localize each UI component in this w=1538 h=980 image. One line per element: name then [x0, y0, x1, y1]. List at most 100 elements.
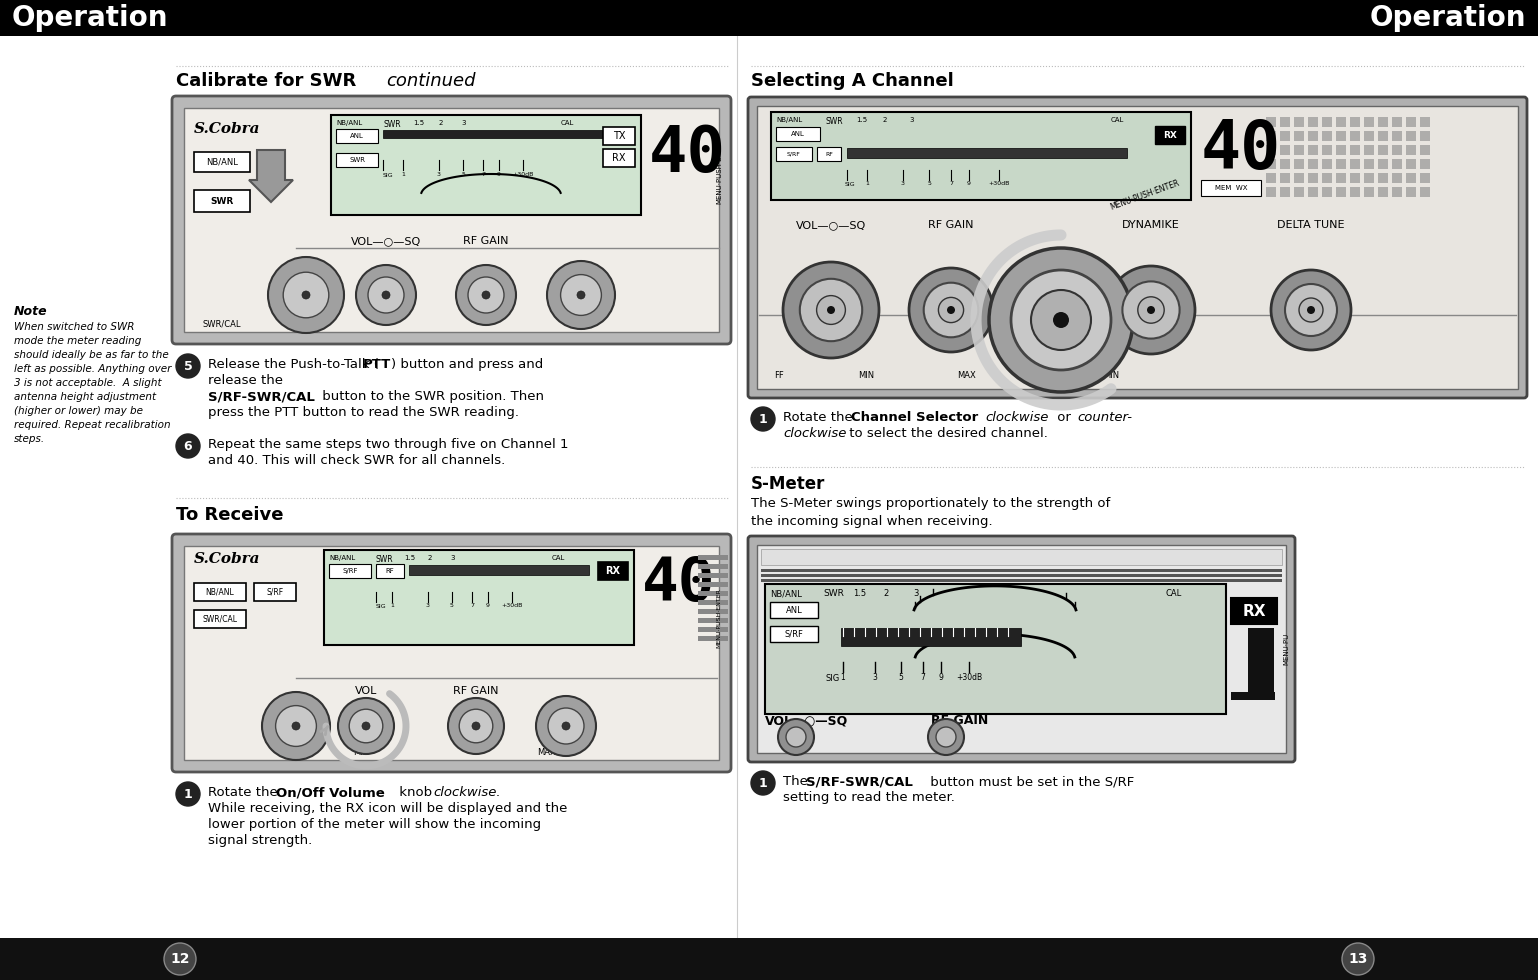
- Bar: [1337, 173, 1346, 183]
- Text: RF GAIN: RF GAIN: [930, 714, 989, 727]
- Bar: [1392, 131, 1403, 141]
- Text: 3: 3: [426, 603, 431, 608]
- Circle shape: [165, 943, 195, 975]
- Text: SWR: SWR: [823, 589, 844, 598]
- Bar: [1364, 187, 1373, 197]
- Text: Operation: Operation: [1369, 4, 1526, 32]
- Text: SWR/CAL: SWR/CAL: [203, 614, 237, 623]
- Text: NB/ANL: NB/ANL: [771, 589, 801, 598]
- Text: 9: 9: [967, 181, 970, 186]
- Text: MENU·PUSH·E: MENU·PUSH·E: [717, 156, 721, 204]
- Text: Selecting A Channel: Selecting A Channel: [751, 72, 954, 90]
- Text: +30dB: +30dB: [512, 172, 534, 177]
- Bar: [1420, 173, 1430, 183]
- Circle shape: [1147, 306, 1155, 314]
- Text: and 40. This will check SWR for all channels.: and 40. This will check SWR for all chan…: [208, 454, 506, 467]
- Bar: [0, 938, 1538, 980]
- Circle shape: [751, 771, 775, 795]
- Text: MAX: MAX: [957, 370, 975, 379]
- Text: 3: 3: [914, 589, 918, 598]
- Bar: [1406, 117, 1416, 127]
- Circle shape: [1107, 266, 1195, 354]
- Text: +30dB: +30dB: [501, 603, 523, 608]
- Bar: [1378, 173, 1387, 183]
- Text: 3: 3: [872, 673, 878, 682]
- Text: 1: 1: [758, 776, 767, 790]
- Text: RX: RX: [1243, 604, 1266, 618]
- Text: OFF: OFF: [278, 748, 294, 757]
- Text: 2: 2: [883, 117, 887, 123]
- Circle shape: [537, 696, 597, 756]
- Circle shape: [909, 268, 994, 352]
- Bar: [1406, 187, 1416, 197]
- Text: 5: 5: [451, 603, 454, 608]
- Text: SWR: SWR: [826, 117, 844, 126]
- Text: 5: 5: [898, 673, 903, 682]
- Bar: [757, 106, 1518, 389]
- Bar: [325, 550, 634, 645]
- Bar: [1323, 173, 1332, 183]
- Text: RX: RX: [1163, 130, 1177, 139]
- Bar: [1280, 131, 1290, 141]
- Bar: [1307, 187, 1318, 197]
- Text: SIG: SIG: [824, 674, 840, 683]
- Text: TX: TX: [612, 131, 626, 141]
- Text: 3: 3: [901, 181, 904, 186]
- Text: CAL: CAL: [1166, 589, 1183, 598]
- Circle shape: [937, 727, 957, 747]
- Text: NB/ANL: NB/ANL: [335, 120, 363, 126]
- Circle shape: [460, 710, 492, 743]
- Bar: [1201, 180, 1261, 196]
- Text: To Receive: To Receive: [175, 506, 283, 524]
- Text: MEM  WX: MEM WX: [1215, 185, 1247, 191]
- Text: Rotate the: Rotate the: [783, 411, 857, 424]
- Text: VOL—○—SQ: VOL—○—SQ: [351, 236, 421, 246]
- Text: MENU·PUSH·ENTER: MENU·PUSH·ENTER: [717, 588, 721, 648]
- Bar: [698, 627, 727, 632]
- Bar: [761, 574, 1283, 577]
- Bar: [1280, 173, 1290, 183]
- Text: mode the meter reading: mode the meter reading: [14, 336, 141, 346]
- Bar: [777, 147, 812, 161]
- Text: signal strength.: signal strength.: [208, 834, 312, 847]
- Bar: [1155, 126, 1184, 144]
- Bar: [698, 555, 727, 560]
- Bar: [329, 564, 371, 578]
- Text: NB/ANL: NB/ANL: [206, 587, 234, 597]
- Bar: [1280, 159, 1290, 169]
- Text: button to the SWR position. Then: button to the SWR position. Then: [318, 390, 544, 403]
- Bar: [194, 190, 251, 212]
- Bar: [1280, 187, 1290, 197]
- Text: MENU·PUSH·ENTER: MENU·PUSH·ENTER: [1109, 178, 1181, 212]
- Bar: [194, 583, 246, 601]
- Text: 40: 40: [1201, 117, 1281, 183]
- Bar: [1266, 131, 1277, 141]
- Bar: [1378, 117, 1387, 127]
- Text: 3: 3: [451, 555, 455, 561]
- Bar: [254, 583, 295, 601]
- Bar: [1293, 159, 1304, 169]
- Circle shape: [338, 698, 394, 754]
- Circle shape: [1054, 312, 1069, 328]
- Circle shape: [481, 291, 491, 299]
- Bar: [1364, 117, 1373, 127]
- Bar: [1392, 159, 1403, 169]
- Bar: [1266, 159, 1277, 169]
- Text: SIG: SIG: [375, 604, 386, 609]
- Circle shape: [924, 282, 978, 337]
- Bar: [777, 127, 820, 141]
- Text: DYNAMIKE: DYNAMIKE: [1123, 220, 1180, 230]
- Circle shape: [1286, 284, 1337, 336]
- Text: ANL: ANL: [786, 606, 803, 614]
- Bar: [1230, 692, 1275, 700]
- Text: setting to read the meter.: setting to read the meter.: [783, 791, 955, 804]
- Bar: [1420, 131, 1430, 141]
- Circle shape: [472, 722, 480, 730]
- Text: RF: RF: [824, 152, 834, 157]
- Bar: [1392, 173, 1403, 183]
- Circle shape: [927, 719, 964, 755]
- Bar: [1337, 187, 1346, 197]
- Bar: [1307, 159, 1318, 169]
- Text: DELTA TUNE: DELTA TUNE: [1277, 220, 1344, 230]
- Bar: [603, 127, 635, 145]
